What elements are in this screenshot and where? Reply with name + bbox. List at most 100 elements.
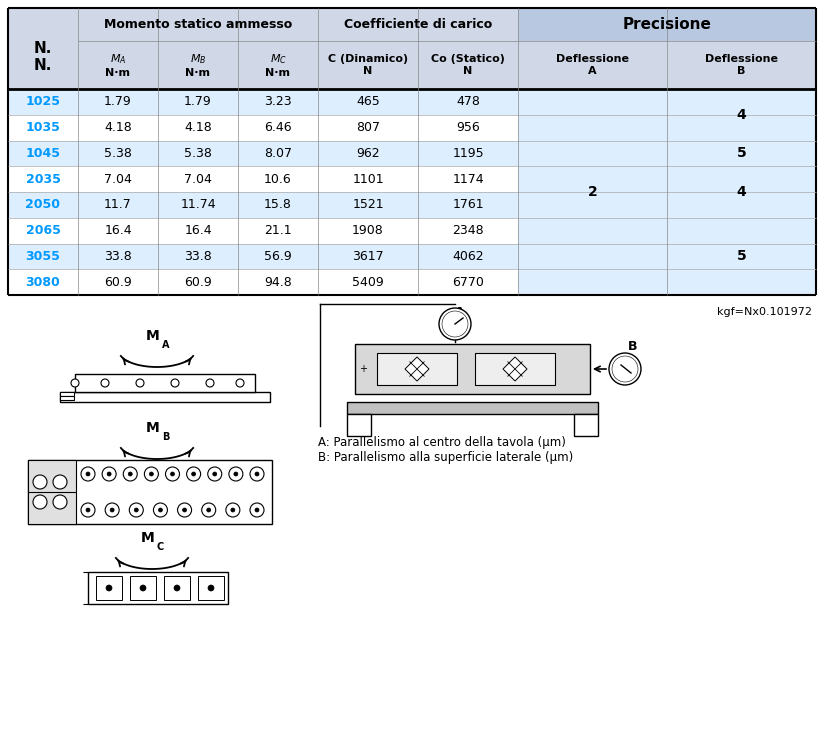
Bar [418, 115, 518, 141]
Circle shape [134, 508, 138, 512]
Text: +: + [359, 364, 367, 374]
Text: 4062: 4062 [452, 250, 484, 263]
Text: 1908: 1908 [352, 224, 384, 237]
Circle shape [53, 475, 67, 489]
Text: 6.46: 6.46 [265, 121, 292, 134]
Text: $M_C$
N·m: $M_C$ N·m [265, 52, 291, 77]
Circle shape [439, 308, 471, 340]
Bar [78, 141, 158, 166]
Text: 16.4: 16.4 [104, 224, 132, 237]
Text: 60.9: 60.9 [184, 275, 212, 289]
Circle shape [206, 379, 214, 387]
Bar [8, 141, 78, 166]
Text: 60.9: 60.9 [104, 275, 132, 289]
Text: 33.8: 33.8 [184, 250, 212, 263]
Bar [667, 141, 816, 166]
Bar [318, 41, 418, 89]
Bar [158, 41, 238, 89]
Circle shape [106, 585, 112, 591]
Circle shape [250, 467, 264, 481]
Bar [667, 41, 816, 89]
Text: 15.8: 15.8 [264, 199, 292, 211]
Bar [78, 269, 158, 295]
Bar [518, 89, 667, 295]
Bar [418, 243, 518, 269]
Circle shape [255, 472, 259, 476]
Text: Coefficiente di carico: Coefficiente di carico [344, 18, 492, 31]
Bar [318, 166, 418, 192]
Bar [60, 392, 74, 396]
Circle shape [33, 475, 47, 489]
Text: 1174: 1174 [452, 173, 484, 185]
Bar [355, 344, 590, 394]
Text: 3080: 3080 [26, 275, 60, 289]
Bar [158, 218, 238, 243]
Circle shape [144, 467, 158, 481]
Bar [377, 353, 457, 385]
Bar [318, 192, 418, 218]
Text: 1045: 1045 [26, 147, 60, 160]
Circle shape [86, 472, 90, 476]
Circle shape [442, 311, 468, 337]
Circle shape [136, 379, 144, 387]
Circle shape [153, 503, 167, 517]
Text: 1101: 1101 [352, 173, 384, 185]
Text: 4: 4 [737, 185, 747, 199]
Text: A: A [455, 306, 465, 318]
Bar [667, 243, 816, 269]
Bar [88, 572, 228, 604]
Text: $M_A$
N·m: $M_A$ N·m [105, 52, 130, 77]
Circle shape [255, 508, 259, 512]
Text: 56.9: 56.9 [265, 250, 292, 263]
Text: 33.8: 33.8 [104, 250, 132, 263]
Text: C (Dinamico)
N: C (Dinamico) N [328, 54, 408, 76]
Text: 3.23: 3.23 [265, 95, 292, 109]
Bar [158, 89, 238, 115]
Text: 5.38: 5.38 [104, 147, 132, 160]
Bar [238, 115, 318, 141]
Circle shape [612, 356, 638, 382]
Bar [238, 141, 318, 166]
Bar [574, 414, 598, 436]
Bar [238, 89, 318, 115]
Text: 11.7: 11.7 [104, 199, 132, 211]
Text: B: B [162, 432, 170, 442]
Circle shape [202, 503, 216, 517]
Text: 4: 4 [737, 108, 747, 122]
Bar [238, 243, 318, 269]
Bar [78, 115, 158, 141]
Bar [78, 8, 318, 41]
Circle shape [149, 472, 153, 476]
Text: 7.04: 7.04 [184, 173, 212, 185]
Text: 16.4: 16.4 [185, 224, 212, 237]
Text: 5: 5 [737, 249, 747, 263]
Circle shape [81, 467, 95, 481]
Bar [347, 402, 598, 414]
Circle shape [177, 503, 191, 517]
Text: 5409: 5409 [352, 275, 384, 289]
Bar [60, 396, 74, 400]
Circle shape [33, 495, 47, 509]
Bar [238, 269, 318, 295]
Bar [8, 218, 78, 243]
Text: 1195: 1195 [452, 147, 484, 160]
Text: 1.79: 1.79 [184, 95, 212, 109]
Bar [8, 115, 78, 141]
Bar [96, 576, 122, 600]
Bar [318, 218, 418, 243]
Text: 5: 5 [737, 147, 747, 161]
Text: 10.6: 10.6 [265, 173, 292, 185]
Bar [238, 41, 318, 89]
Bar [8, 243, 78, 269]
Bar [8, 192, 78, 218]
Text: 2035: 2035 [26, 173, 60, 185]
Bar [318, 115, 418, 141]
Circle shape [81, 503, 95, 517]
Bar [418, 166, 518, 192]
Bar [28, 460, 272, 524]
Text: Deflessione
B: Deflessione B [705, 54, 778, 76]
Circle shape [207, 508, 211, 512]
Bar [60, 392, 270, 402]
Bar [75, 374, 255, 392]
Bar [78, 243, 158, 269]
